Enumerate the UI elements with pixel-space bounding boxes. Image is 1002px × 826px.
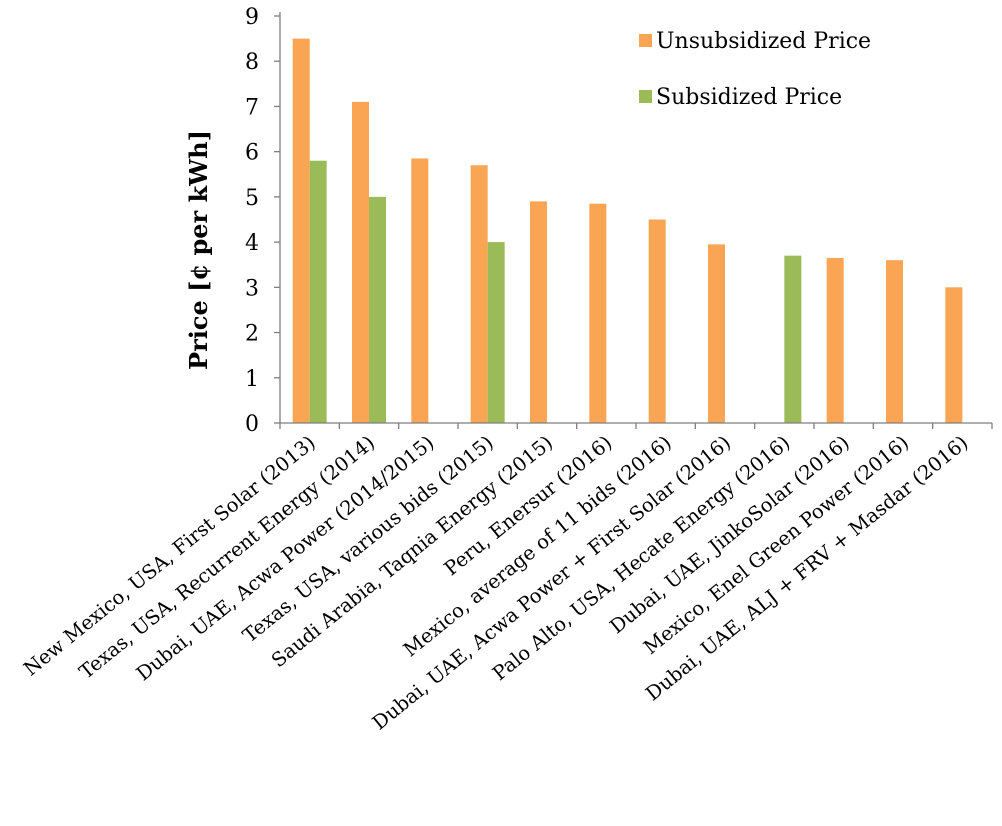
subsidized-bar [784, 255, 802, 423]
y-tick-label: 6 [245, 141, 259, 166]
y-tick-label: 3 [245, 276, 259, 301]
unsubsidized-bar [886, 260, 903, 423]
unsubsidized-bar [648, 219, 666, 423]
unsubsidized-bar [352, 101, 369, 423]
axes-layer [274, 12, 993, 429]
y-tick-label: 1 [245, 367, 259, 392]
unsubsidized-bar [945, 287, 963, 423]
subsidized-bar [487, 242, 505, 423]
y-tick-label: 2 [245, 322, 259, 347]
subsidized-bar [309, 160, 327, 423]
unsubsidized-bar [292, 38, 310, 423]
subsidized-bar [369, 196, 386, 423]
y-tick-label: 0 [245, 412, 259, 437]
y-tick-label: 8 [245, 50, 259, 75]
y-tick-label: 9 [245, 5, 259, 30]
y-tick-label: 7 [245, 95, 259, 120]
legend-label: Unsubsidized Price [656, 29, 871, 54]
unsubsidized-bar [470, 165, 488, 423]
legend-label: Subsidized Price [656, 85, 842, 110]
y-tick-label: 4 [245, 231, 259, 256]
unsubsidized-bar [826, 257, 844, 423]
legend-swatch [639, 90, 652, 103]
legend-swatch [639, 34, 652, 47]
bars-layer [292, 38, 963, 423]
y-axis-label: Price [¢ per kWh] [184, 130, 213, 370]
unsubsidized-bar [530, 201, 547, 423]
y-tick-labels: 0 1 2 3 4 5 6 7 8 9 [245, 5, 259, 437]
x-category-labels: New Mexico, USA, First Solar (2013)Texas… [19, 431, 972, 734]
y-tick-label: 5 [245, 186, 259, 211]
unsubsidized-bar [589, 203, 607, 423]
unsubsidized-bar [708, 244, 725, 423]
legend: Unsubsidized Price Subsidized Price [639, 29, 871, 110]
unsubsidized-bar [411, 158, 429, 423]
